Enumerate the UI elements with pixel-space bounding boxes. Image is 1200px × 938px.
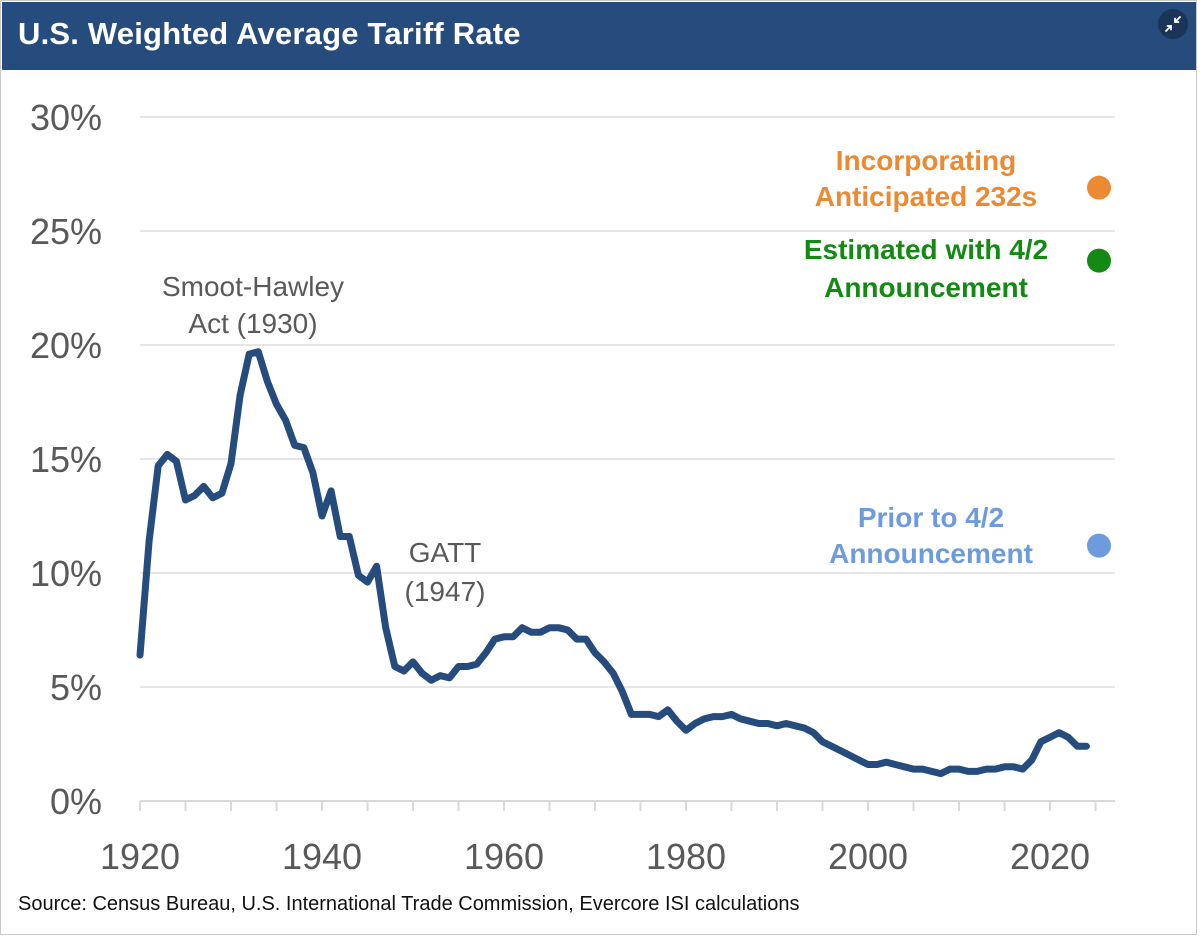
source-note: Source: Census Bureau, U.S. Internationa… <box>18 893 800 915</box>
incorporating-232s-label: Anticipated 232s <box>815 181 1038 212</box>
prior-to-4-2-point <box>1087 533 1111 558</box>
incorporating-232s-point <box>1087 175 1111 200</box>
prior-to-4-2-label: Announcement <box>829 538 1033 569</box>
y-tick-label: 10% <box>30 553 102 594</box>
incorporating-232s-group: Incorporating Anticipated 232s <box>815 145 1111 212</box>
x-tick-label: 1960 <box>464 836 544 877</box>
x-tick-label: 1940 <box>282 836 362 877</box>
y-tick-label: 30% <box>30 97 102 138</box>
collapse-button[interactable] <box>1158 9 1188 39</box>
x-tick-label: 1980 <box>646 836 726 877</box>
chart-title: U.S. Weighted Average Tariff Rate <box>18 16 521 51</box>
collapse-arrows-icon <box>1165 16 1181 32</box>
tariff-rate-line <box>136 348 1090 778</box>
series-layer <box>136 348 1090 778</box>
x-tick-label: 1920 <box>100 836 180 877</box>
gatt-annotation: GATT (1947) <box>405 537 486 607</box>
prior-to-4-2-group: Prior to 4/2 Announcement <box>829 502 1111 569</box>
chart-header: U.S. Weighted Average Tariff Rate <box>2 2 1196 70</box>
y-tick-label: 20% <box>30 325 102 366</box>
estimated-4-2-label: Announcement <box>824 272 1028 303</box>
annotation-line: Act (1930) <box>188 308 317 339</box>
y-axis: 0% 5% 10% 15% 20% 25% 30% <box>30 97 102 822</box>
y-tick-label: 15% <box>30 439 102 480</box>
incorporating-232s-label: Incorporating <box>836 145 1016 176</box>
gridlines <box>140 116 1115 688</box>
annotation-line: (1947) <box>405 576 486 607</box>
x-tick-label: 2020 <box>1010 836 1090 877</box>
y-tick-label: 25% <box>30 211 102 252</box>
smoot-hawley-annotation: Smoot-Hawley Act (1930) <box>162 271 344 339</box>
x-axis: 1920 1940 1960 1980 2000 2020 <box>100 800 1115 877</box>
y-tick-label: 0% <box>50 781 102 822</box>
projection-points: Incorporating Anticipated 232s Estimated w… <box>804 145 1111 569</box>
annotation-line: GATT <box>409 537 482 568</box>
estimated-4-2-label: Estimated with 4/2 <box>804 234 1048 265</box>
y-tick-label: 5% <box>50 667 102 708</box>
prior-to-4-2-label: Prior to 4/2 <box>858 502 1004 533</box>
annotation-line: Smoot-Hawley <box>162 271 344 302</box>
annotations: Smoot-Hawley Act (1930) GATT (1947) <box>162 271 486 607</box>
estimated-4-2-point <box>1087 248 1111 273</box>
estimated-4-2-group: Estimated with 4/2 Announcement <box>804 234 1111 303</box>
x-tick-label: 2000 <box>828 836 908 877</box>
